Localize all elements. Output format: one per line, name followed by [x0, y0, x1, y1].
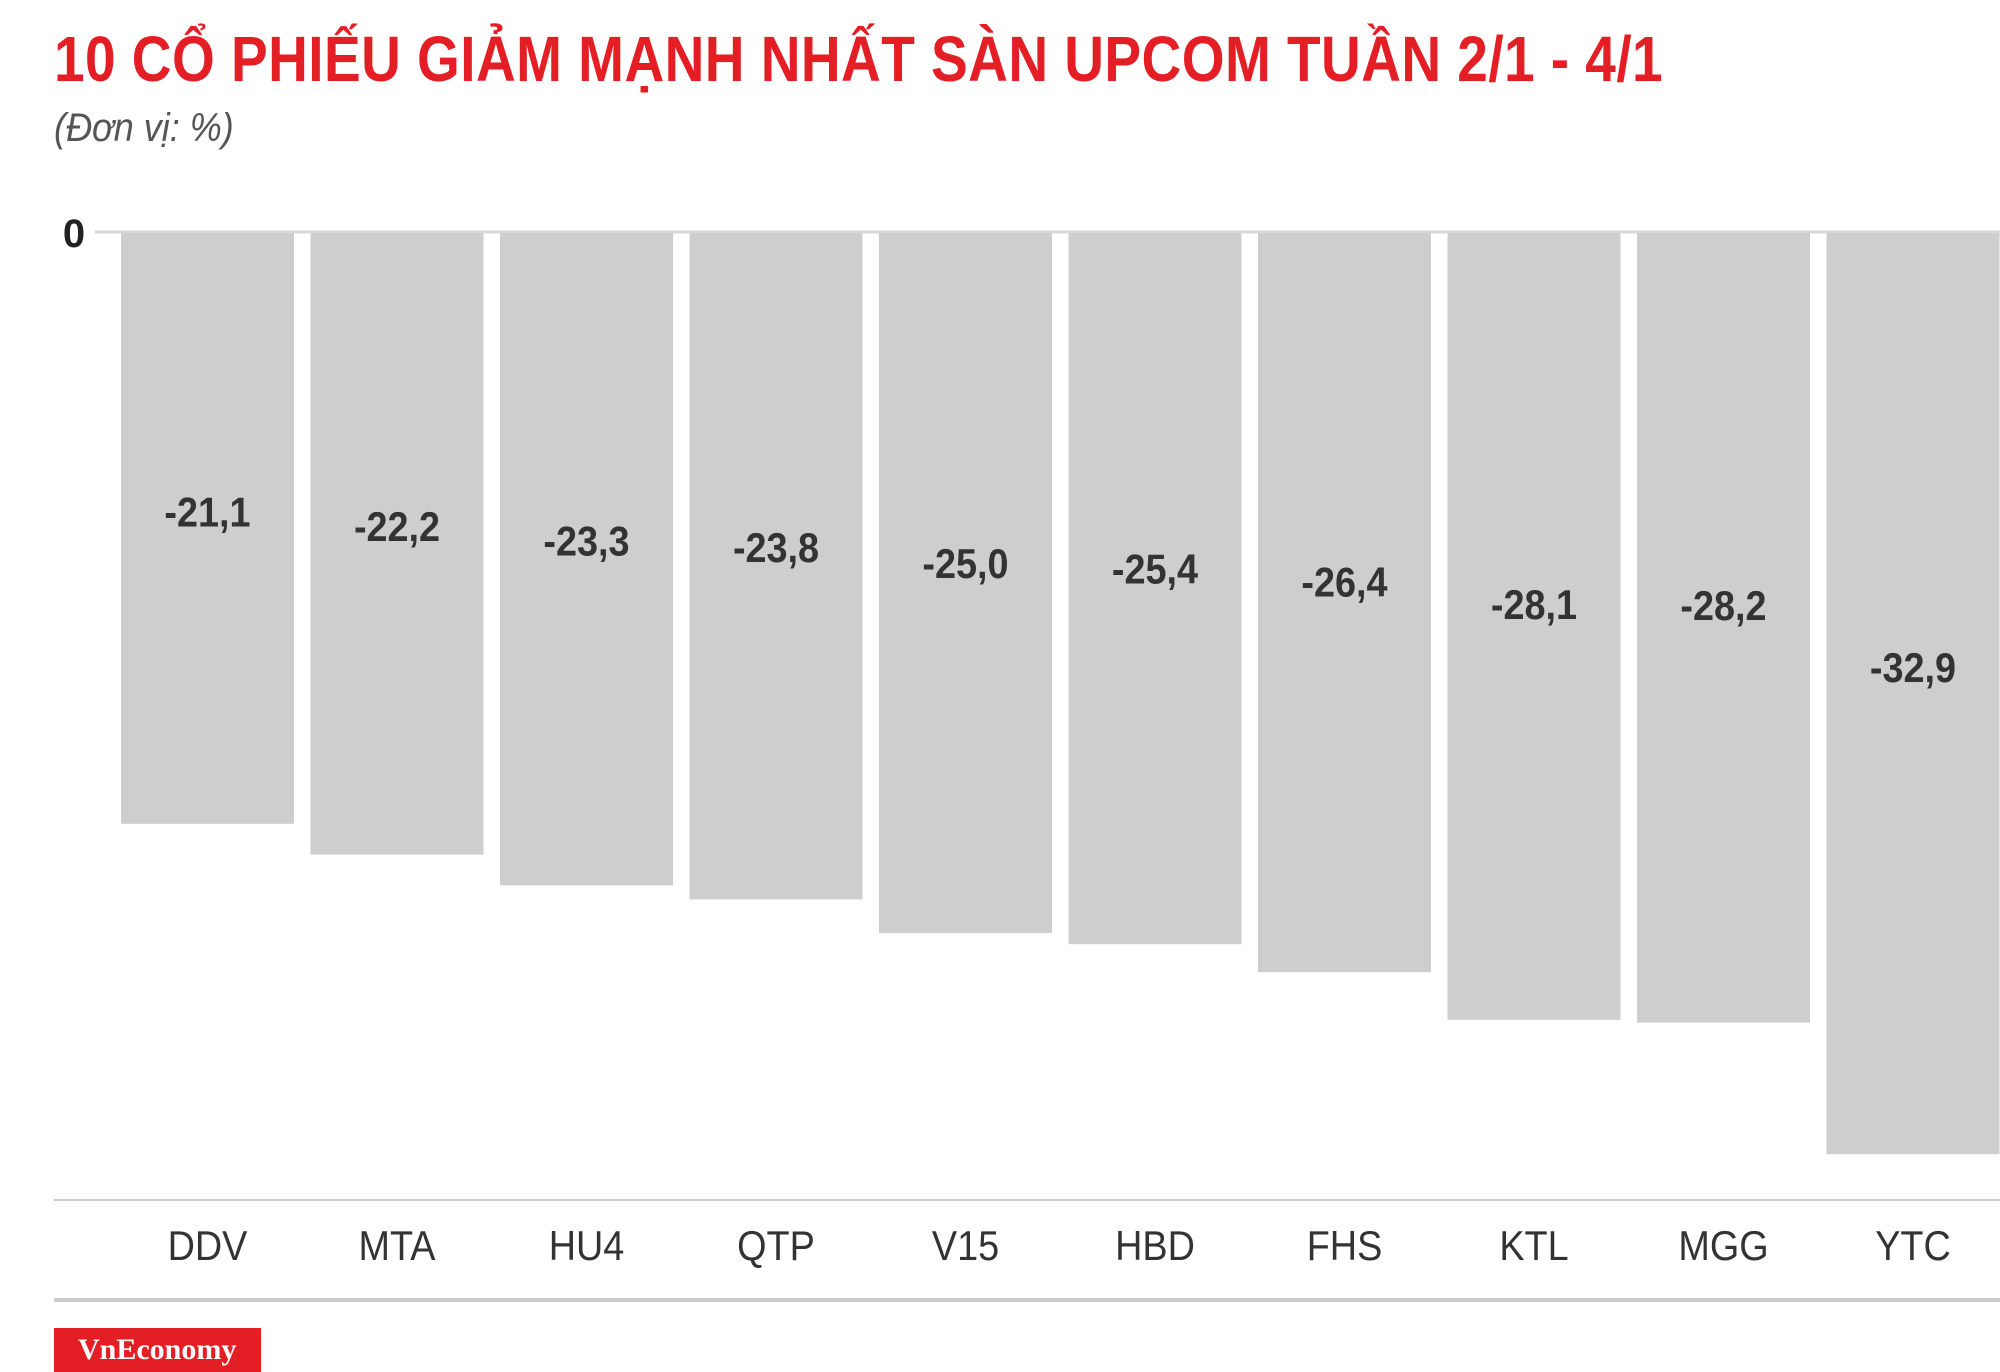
data-label: -21,1: [164, 490, 250, 536]
bar-v15: [879, 233, 1052, 933]
data-label: -28,1: [1491, 582, 1577, 628]
vneconomy-logo: [54, 1328, 261, 1372]
x-tick-label: MGG: [1678, 1223, 1768, 1269]
data-label: -25,0: [922, 541, 1008, 587]
bar-hbd: [1068, 233, 1242, 945]
x-tick-label: HBD: [1115, 1223, 1195, 1269]
x-tick-label: KTL: [1499, 1223, 1568, 1269]
bar-ktl: [1447, 233, 1621, 1020]
x-tick-label: YTC: [1875, 1223, 1951, 1269]
x-tick-label: QTP: [737, 1223, 815, 1269]
bar-ddv: [121, 233, 294, 824]
data-label: -32,9: [1870, 645, 1956, 691]
x-tick-label: FHS: [1307, 1223, 1383, 1269]
x-tick-label: DDV: [168, 1223, 248, 1269]
data-label: -26,4: [1301, 560, 1387, 606]
data-label: -23,3: [543, 519, 629, 565]
x-tick-label: MTA: [359, 1223, 436, 1269]
bar-ytc: [1826, 233, 2000, 1155]
x-tick-label: HU4: [549, 1223, 625, 1269]
bar-fhs: [1258, 233, 1431, 973]
bar-mgg: [1637, 233, 1810, 1023]
chart-title: 10 CỔ PHIẾU GIẢM MẠNH NHẤT SÀN UPCOM TUẦ…: [54, 23, 1664, 95]
data-label: -25,4: [1112, 546, 1198, 592]
bar-qtp: [689, 233, 863, 900]
bar-hu4: [500, 233, 673, 886]
x-tick-label: V15: [932, 1223, 999, 1269]
data-label: -28,2: [1680, 583, 1766, 629]
bar-chart: 0 -21,1 DDV -22,2 MTA -23,3 HU4 -23,8 QTP -25,0 V1…: [54, 212, 2000, 1302]
data-label: -22,2: [354, 504, 440, 550]
unit-label: (Đơn vị: %): [54, 106, 234, 150]
data-label: -23,8: [733, 525, 819, 571]
logo-text: VnEconomy: [78, 1333, 237, 1366]
bar-mta: [310, 233, 484, 855]
y-tick-label: 0: [63, 212, 85, 256]
